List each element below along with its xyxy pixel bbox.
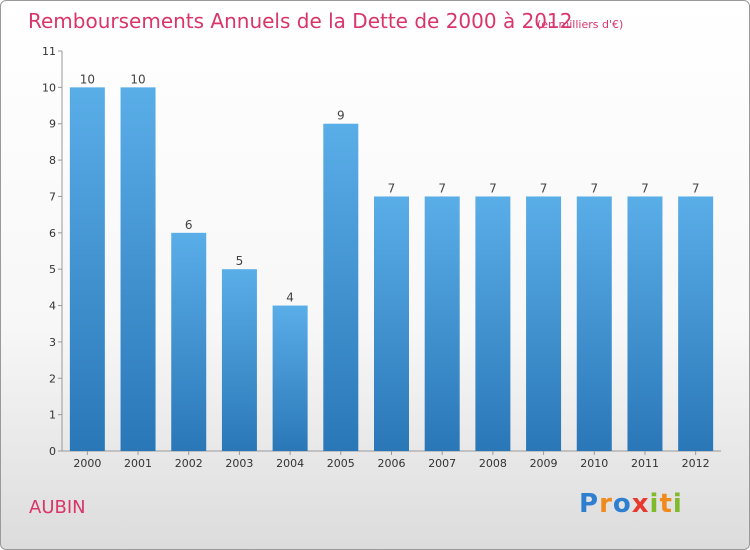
y-tick-label: 6 (49, 227, 56, 240)
value-label: 10 (80, 72, 95, 86)
y-tick-label: 10 (42, 81, 56, 94)
value-label: 7 (540, 181, 548, 195)
logo-letter: t (659, 489, 673, 519)
logo-letter: P (579, 489, 600, 519)
value-label: 7 (590, 181, 598, 195)
value-label: 6 (185, 218, 193, 232)
value-label: 5 (236, 254, 244, 268)
y-tick-label: 1 (49, 409, 56, 422)
y-tick-label: 9 (49, 118, 56, 131)
bar-2001 (120, 87, 156, 451)
bar-2007 (424, 196, 460, 451)
chart-title: Remboursements Annuels de la Dette de 20… (28, 9, 573, 33)
x-tick-label: 2010 (580, 457, 608, 470)
y-tick-label: 11 (42, 45, 56, 58)
y-tick-label: 0 (49, 445, 56, 458)
x-tick-label: 2000 (73, 457, 101, 470)
value-label: 7 (388, 181, 396, 195)
x-tick-label: 2009 (530, 457, 558, 470)
bar-2010 (576, 196, 612, 451)
x-tick-label: 2003 (225, 457, 253, 470)
x-tick-label: 2006 (378, 457, 406, 470)
logo-letter: r (599, 489, 613, 519)
bar-2008 (475, 196, 511, 451)
logo-letter: i (649, 489, 660, 519)
value-label: 7 (641, 181, 649, 195)
x-tick-label: 2001 (124, 457, 152, 470)
value-label: 7 (438, 181, 446, 195)
y-tick-label: 5 (49, 263, 56, 276)
bar-2012 (678, 196, 714, 451)
y-tick-label: 4 (49, 300, 56, 313)
bar-2003 (221, 269, 257, 451)
bar-2000 (69, 87, 105, 451)
y-tick-label: 3 (49, 336, 56, 349)
y-tick-label: 8 (49, 154, 56, 167)
value-label: 10 (130, 72, 145, 86)
bar-2004 (272, 305, 308, 451)
value-label: 9 (337, 109, 345, 123)
y-tick-label: 7 (49, 190, 56, 203)
value-label: 4 (286, 291, 294, 305)
value-label: 7 (692, 181, 700, 195)
x-tick-label: 2011 (631, 457, 659, 470)
labels: 0 1 2 3 4 5 6 7 8 9 10 11 10 2000 10 2001 6 2002 5 2003 4 200… (42, 45, 710, 470)
chart-subtitle: (en milliers d'€) (537, 18, 624, 31)
bar-2002 (171, 232, 207, 451)
bar-2006 (374, 196, 409, 451)
bar-2005 (323, 123, 359, 452)
value-label: 7 (489, 181, 497, 195)
x-tick-label: 2008 (479, 457, 507, 470)
x-tick-label: 2012 (682, 457, 710, 470)
y-tick-label: 2 (49, 372, 56, 385)
proxiti-logo[interactable]: Proxiti (579, 489, 683, 519)
commune-name: AUBIN (29, 497, 86, 518)
x-tick-label: 2005 (327, 457, 355, 470)
bar-2009 (526, 196, 562, 451)
x-tick-label: 2007 (428, 457, 456, 470)
x-tick-label: 2002 (175, 457, 203, 470)
logo-letter: x (631, 489, 650, 519)
logo-letter: i (672, 489, 683, 519)
bar-2011 (627, 196, 663, 451)
bars (69, 87, 714, 452)
x-tick-label: 2004 (276, 457, 304, 470)
logo-letter: o (612, 489, 632, 519)
